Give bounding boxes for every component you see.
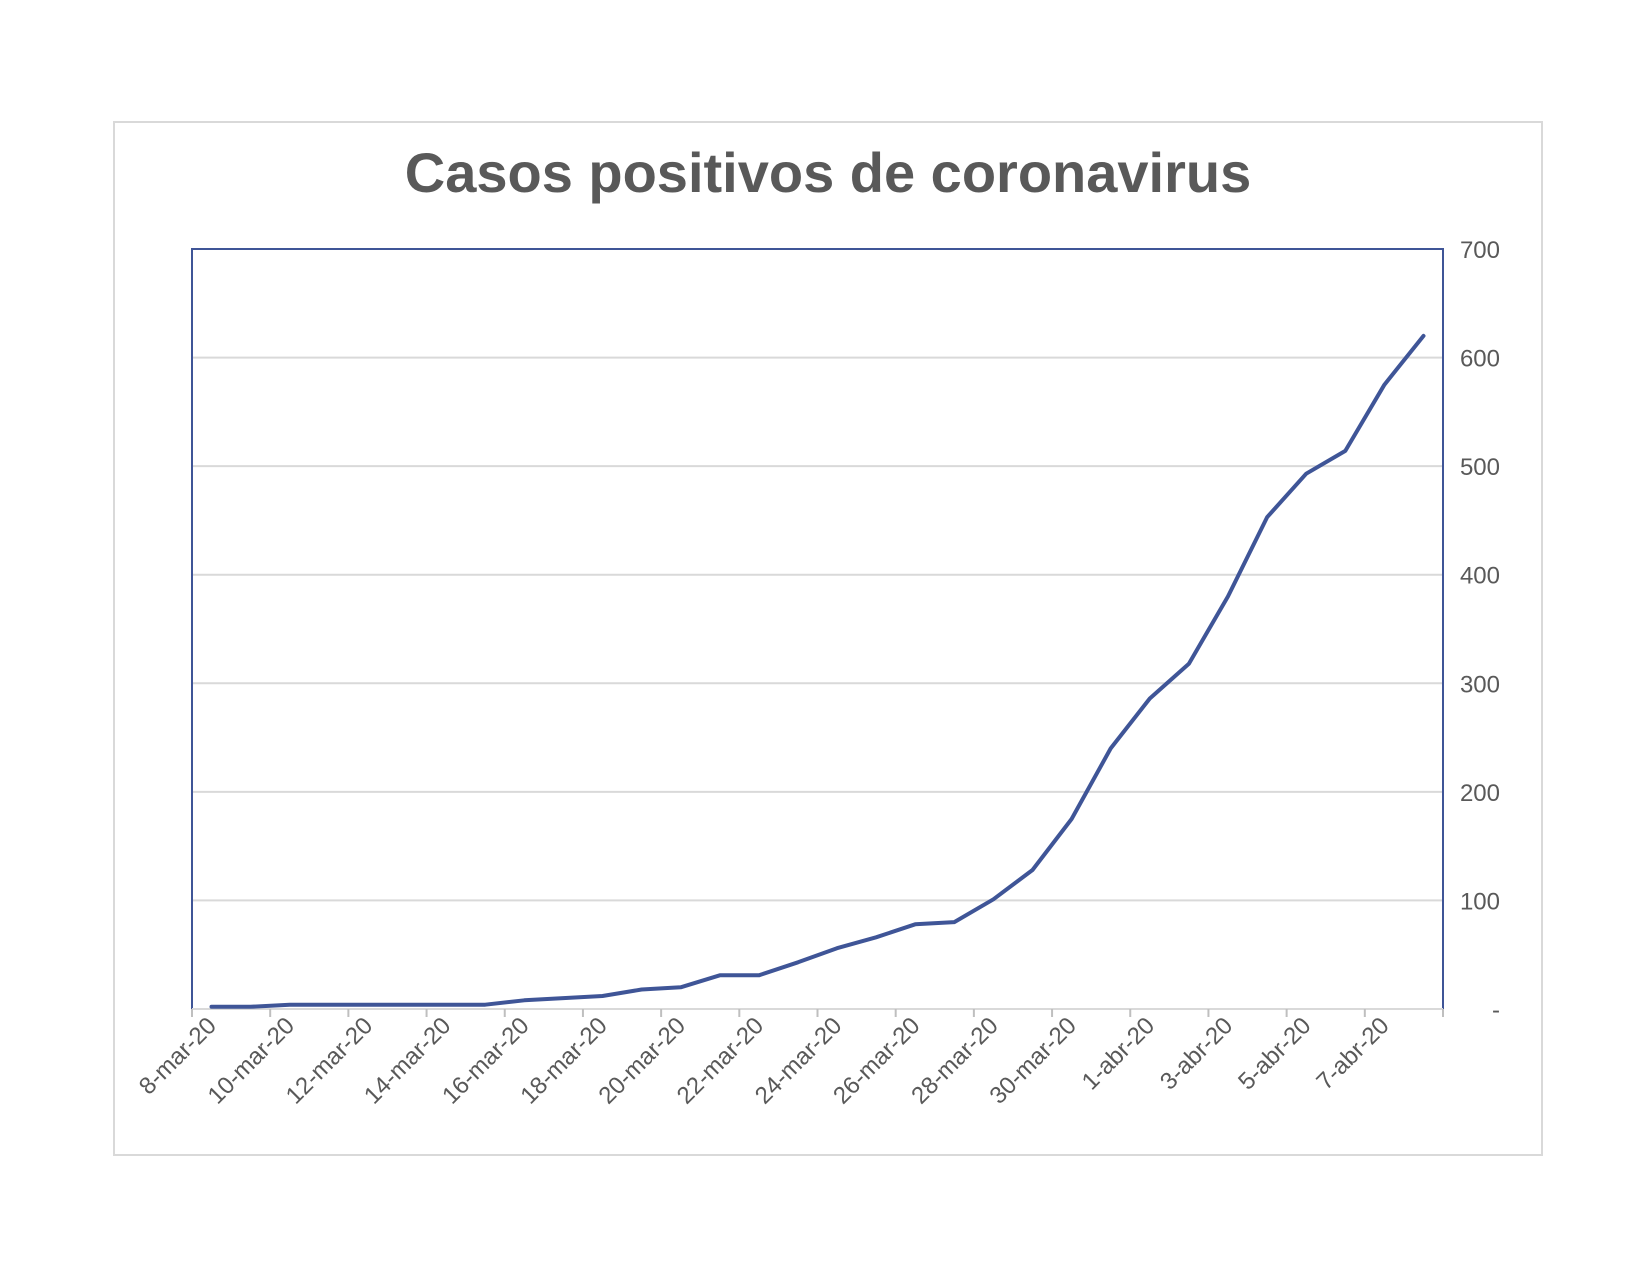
- data-point: [1109, 746, 1113, 750]
- x-axis: 8-mar-2010-mar-2012-mar-2014-mar-2016-ma…: [134, 1008, 1444, 1110]
- x-tick-label: 7-abr-20: [1311, 1012, 1394, 1095]
- data-point: [405, 1003, 409, 1007]
- data-point: [327, 1003, 331, 1007]
- data-point: [1265, 515, 1269, 519]
- y-tick-label: 200: [1460, 780, 1500, 807]
- data-point: [991, 897, 995, 901]
- data-point: [1187, 662, 1191, 666]
- data-point: [1148, 697, 1152, 701]
- data-point: [1226, 594, 1230, 598]
- plot-area-border: [191, 248, 1444, 1010]
- y-tick-label: 600: [1460, 346, 1500, 373]
- y-axis: - 100 200 300 400 500 600 700: [1460, 237, 1500, 1024]
- data-point: [1382, 383, 1386, 387]
- data-point: [952, 920, 956, 924]
- data-point: [444, 1003, 448, 1007]
- data-point: [522, 998, 526, 1002]
- data-point: [1343, 449, 1347, 453]
- y-tick-label: 300: [1460, 671, 1500, 698]
- chart-frame: [113, 121, 1543, 1156]
- data-point: [249, 1005, 253, 1009]
- x-tick-label: 3-abr-20: [1155, 1012, 1238, 1095]
- y-tick-label: 500: [1460, 454, 1500, 481]
- data-point: [601, 994, 605, 998]
- data-point: [718, 973, 722, 977]
- data-point: [366, 1003, 370, 1007]
- data-point: [640, 988, 644, 992]
- data-point: [913, 922, 917, 926]
- gridlines: [192, 356, 1443, 902]
- x-tick-label: 5-abr-20: [1233, 1012, 1316, 1095]
- data-point: [288, 1003, 292, 1007]
- data-point: [1070, 817, 1074, 821]
- y-tick-label: -: [1492, 997, 1500, 1024]
- data-point: [757, 973, 761, 977]
- y-tick-label: 400: [1460, 563, 1500, 590]
- data-point: [1422, 334, 1426, 338]
- series-line: [209, 333, 1426, 1009]
- data-point: [679, 985, 683, 989]
- chart-title: Casos positivos de coronavirus: [404, 141, 1252, 204]
- data-point: [1304, 472, 1308, 476]
- data-point: [561, 996, 565, 1000]
- data-point: [874, 935, 878, 939]
- data-point: [1031, 868, 1035, 872]
- x-tick-label: 1-abr-20: [1077, 1012, 1160, 1095]
- data-point: [483, 1003, 487, 1007]
- y-tick-label: 700: [1460, 237, 1500, 264]
- data-point: [796, 960, 800, 964]
- data-point: [835, 946, 839, 950]
- y-tick-label: 100: [1460, 888, 1500, 915]
- series-layer: [209, 333, 1426, 1009]
- data-point: [210, 1005, 214, 1009]
